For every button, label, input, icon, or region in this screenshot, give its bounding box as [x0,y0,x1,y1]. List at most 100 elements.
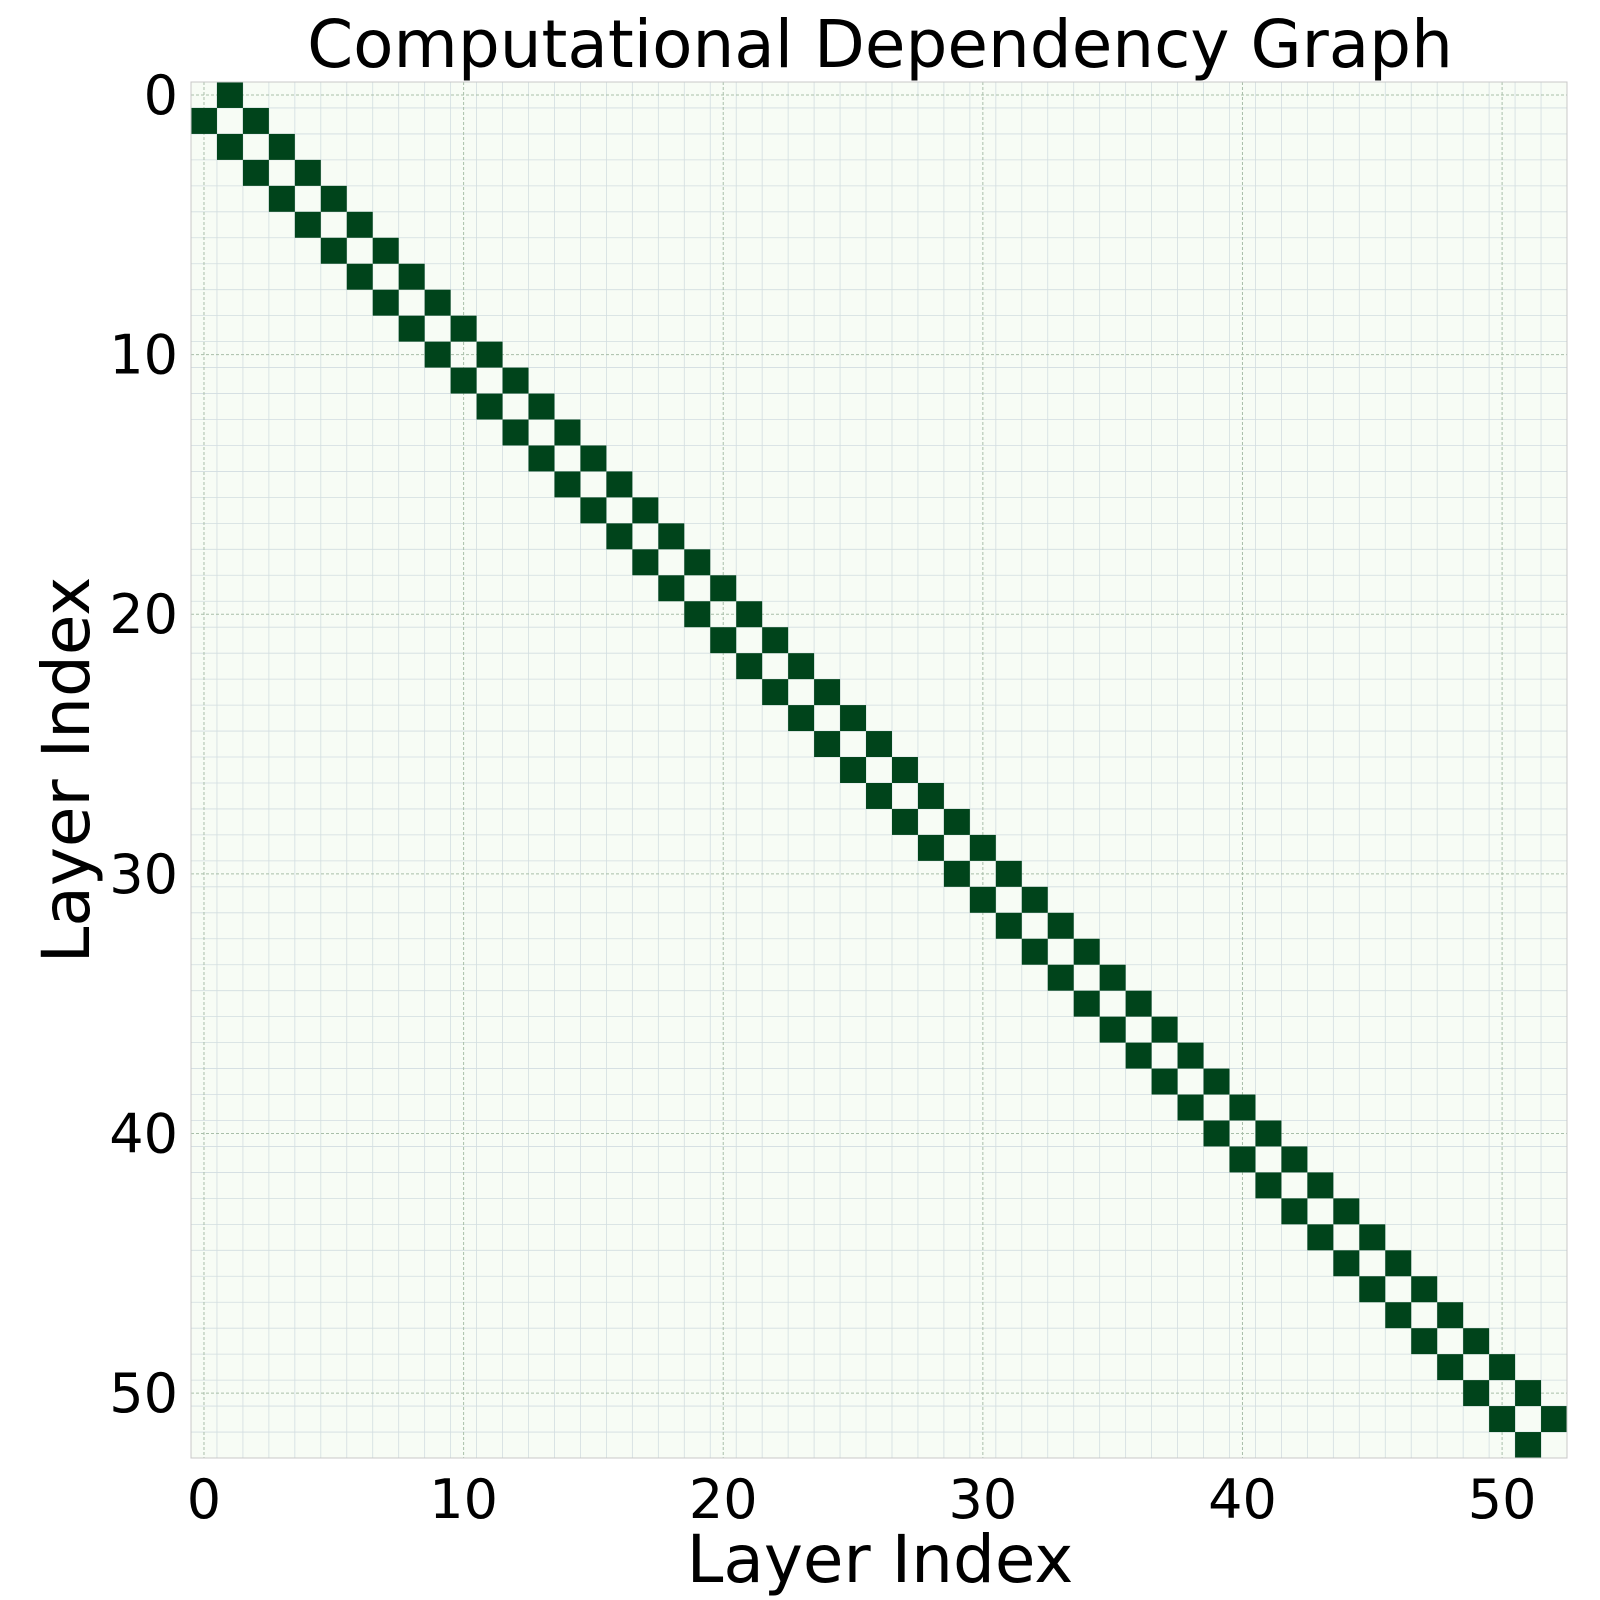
heatmap-cell [528,445,555,472]
heatmap-cell [1073,938,1100,965]
heatmap-cell [891,757,918,783]
heatmap-cell [1515,1380,1542,1407]
heatmap-cell [840,757,867,783]
heatmap-cell [580,445,607,472]
y-tick-label: 30 [109,843,178,906]
heatmap-cell [1151,1016,1178,1043]
chart-title: Computational Dependency Graph [307,6,1453,83]
heatmap-cell [502,419,529,446]
heatmap-cell [1047,912,1074,939]
heatmap-cell [554,471,581,498]
heatmap-cell [969,886,996,913]
heatmap-cell [450,315,477,342]
heatmap-cell [1307,1172,1334,1199]
heatmap-cell [632,549,659,576]
heatmap-cell [1203,1120,1230,1147]
heatmap-cell [398,315,425,342]
heatmap-cell [684,549,711,576]
heatmap-cell [1463,1380,1490,1407]
heatmap-cell [710,575,737,602]
minor-gridlines [190,81,1568,1459]
heatmap-cell [1307,1224,1334,1251]
heatmap-cell [476,393,503,420]
heatmap-cell [1255,1172,1282,1199]
heatmap-cell [658,575,685,602]
heatmap-cell [1229,1146,1256,1173]
heatmap-cell [606,523,633,550]
heatmap-cell [1359,1276,1386,1303]
heatmap-cell [1255,1120,1282,1147]
heatmap-cell [1489,1354,1516,1381]
heatmap-cell [1385,1302,1412,1329]
x-tick-label: 30 [948,1468,1017,1531]
heatmap-cell [242,107,269,134]
major-gridlines [191,82,1567,1458]
y-tick-label: 40 [109,1102,178,1165]
heatmap-cell [372,289,399,316]
heatmap-cell [1411,1276,1438,1303]
heatmap-cell [1437,1302,1464,1329]
heatmap-cell [788,653,815,680]
x-axis-ticks: 0 10 20 30 40 50 [187,1468,1537,1531]
heatmap-cell [1359,1224,1386,1251]
y-axis-ticks: 0 10 20 30 40 50 [109,64,178,1425]
heatmap-cell [1489,1406,1516,1433]
heatmap-cell [1515,1432,1542,1458]
heatmap-cell [268,133,295,160]
heatmap-cell [294,211,321,238]
heatmap-cell [840,705,867,732]
heatmap-cell [346,263,373,290]
heatmap-cell [1333,1250,1360,1277]
x-tick-label: 40 [1208,1468,1277,1531]
heatmap-cell [891,808,918,835]
heatmap-cell [450,367,477,394]
heatmap-cell [580,497,607,524]
heatmap-cell [1333,1198,1360,1225]
heatmap-cell [320,237,347,264]
heatmap-cell [242,159,269,186]
heatmap-cell [1281,1146,1308,1173]
plot-frame [190,81,1568,1459]
x-tick-label: 10 [429,1468,498,1531]
heatmap-cell [943,860,970,887]
heatmap-cell [1203,1068,1230,1095]
heatmap-cell [917,782,944,809]
heatmap-cell [632,497,659,524]
heatmap-cell [320,185,347,212]
heatmap-cell [684,601,711,628]
heatmap-cell [1021,938,1048,965]
heatmap-cell [658,523,685,550]
plot-background [191,82,1567,1458]
heatmap-cell [528,393,555,420]
heatmap-cell [476,341,503,368]
heatmap-cell [191,107,217,134]
heatmap-cell [1281,1198,1308,1225]
heatmap-cell [424,341,451,368]
heatmap-cell [1229,1094,1256,1121]
heatmap-cell [1021,886,1048,913]
heatmap-cell [866,731,892,758]
heatmap-cell [1385,1250,1412,1277]
x-tick-label: 20 [689,1468,758,1531]
heatmap-cell [502,367,529,394]
heatmap-cell [372,237,399,264]
x-tick-label: 50 [1468,1468,1537,1531]
y-tick-label: 0 [144,64,178,127]
heatmap-cell [814,679,841,706]
heatmap-cell [1125,990,1152,1017]
x-axis-label: Layer Index [687,1521,1074,1598]
heatmap-cell [943,808,970,835]
heatmap-cell [346,211,373,238]
y-axis-label: Layer Index [28,577,105,964]
heatmap-cell [1177,1042,1204,1069]
heatmap-cell [1073,990,1100,1017]
heatmap-cell [814,731,841,758]
heatmap-cell [1463,1328,1490,1355]
y-tick-label: 20 [109,583,178,646]
heatmap-cell [268,185,295,212]
heatmap-cell [1437,1354,1464,1381]
heatmap-cell [1177,1094,1204,1121]
heatmap-cell [866,782,892,809]
